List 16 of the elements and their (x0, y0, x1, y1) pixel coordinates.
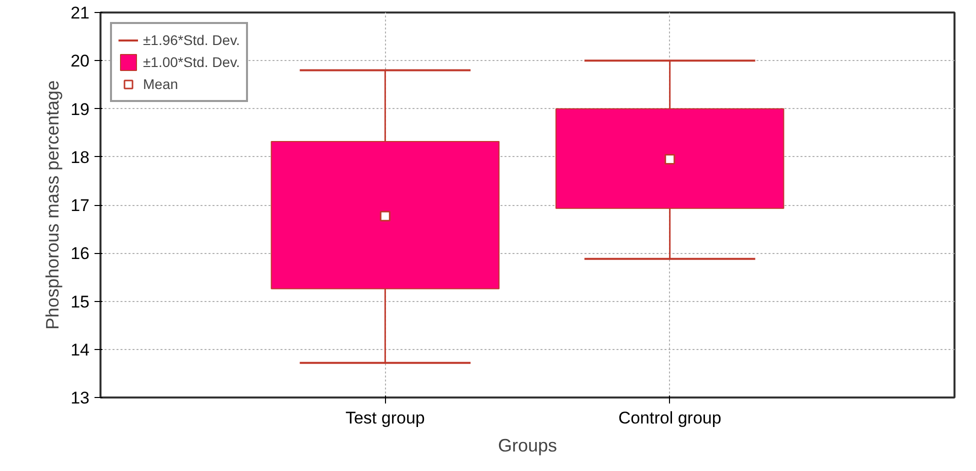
x-tick-label: Control group (618, 408, 722, 428)
legend-label: ±1.00*Std. Dev. (143, 54, 240, 70)
y-tick-label: 14 (70, 340, 90, 360)
y-tick-label: 13 (70, 388, 90, 408)
y-tick-label: 16 (70, 244, 90, 264)
y-tick-label: 17 (70, 196, 90, 215)
y-tick-label: 18 (70, 148, 90, 167)
annotation: ±1.96*Std. Dev. (143, 32, 240, 48)
legend-label: Mean (143, 76, 178, 92)
x-tick-label: Test group (345, 408, 425, 428)
y-tick-label: 20 (70, 52, 90, 71)
y-tick-label: 15 (70, 292, 90, 312)
y-axis-title: Phosphorous mass percentage (42, 80, 63, 330)
x-axis-title: Groups (498, 436, 558, 456)
y-tick-label: 21 (70, 4, 90, 22)
y-tick-label: 19 (70, 100, 90, 119)
